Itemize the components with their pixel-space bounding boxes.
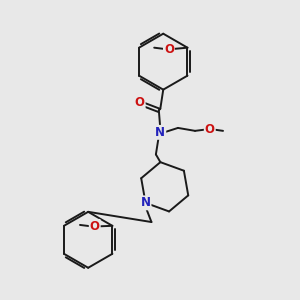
Text: N: N xyxy=(155,126,165,139)
Text: O: O xyxy=(90,220,100,233)
Text: O: O xyxy=(205,123,215,136)
Text: O: O xyxy=(135,96,145,110)
Text: O: O xyxy=(164,43,174,56)
Text: N: N xyxy=(140,196,151,209)
